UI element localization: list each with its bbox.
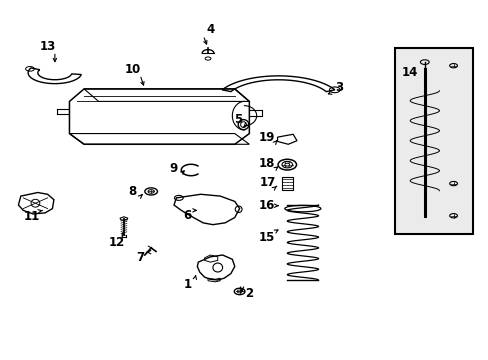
Text: 12: 12 bbox=[108, 236, 124, 249]
Text: 4: 4 bbox=[206, 23, 214, 36]
Text: 7: 7 bbox=[136, 251, 144, 264]
Text: 16: 16 bbox=[259, 199, 275, 212]
Bar bbox=[394, 48, 472, 234]
Text: 15: 15 bbox=[259, 231, 275, 244]
Text: 13: 13 bbox=[40, 40, 56, 53]
Text: 3: 3 bbox=[335, 81, 343, 94]
Text: 6: 6 bbox=[183, 209, 191, 222]
Text: 11: 11 bbox=[24, 210, 40, 223]
Text: 2: 2 bbox=[245, 287, 253, 300]
Text: 9: 9 bbox=[169, 162, 178, 175]
Text: 14: 14 bbox=[401, 66, 417, 78]
Text: 8: 8 bbox=[128, 185, 137, 198]
Text: 1: 1 bbox=[183, 278, 191, 291]
Text: 10: 10 bbox=[124, 63, 141, 76]
Text: 19: 19 bbox=[259, 131, 275, 144]
Text: 17: 17 bbox=[259, 176, 275, 189]
Text: 18: 18 bbox=[259, 157, 275, 170]
Text: 5: 5 bbox=[234, 113, 243, 126]
